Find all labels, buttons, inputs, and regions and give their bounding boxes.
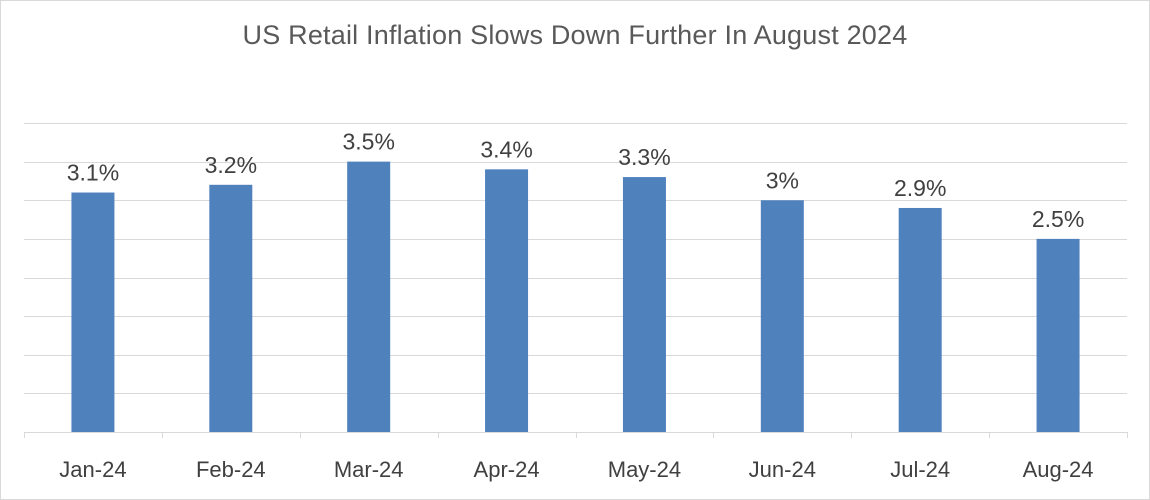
bar-mar-24 [347, 161, 391, 432]
x-tick-label: Feb-24 [196, 457, 266, 482]
x-tick-label: Apr-24 [474, 457, 540, 482]
gridlines [24, 123, 1127, 394]
x-tick-label: Aug-24 [1023, 457, 1094, 482]
bar-aug-24 [1036, 238, 1080, 432]
chart-title: US Retail Inflation Slows Down Further I… [242, 20, 908, 50]
data-labels: 3.1% 3.2% 3.5% 3.4% 3.3% 3% 2.9% 2.5% [67, 129, 1085, 232]
x-tick-label: Jan-24 [59, 457, 126, 482]
bar-jun-24 [760, 200, 804, 432]
data-label: 2.9% [894, 175, 946, 201]
bar-feb-24 [209, 184, 253, 432]
bars [71, 161, 1080, 432]
x-tick-label: May-24 [608, 457, 681, 482]
bar-jan-24 [71, 192, 115, 432]
data-label: 3% [766, 167, 799, 193]
x-axis [24, 432, 1128, 438]
bar-may-24 [622, 177, 666, 432]
data-label: 3.2% [205, 152, 257, 178]
data-label: 2.5% [1032, 206, 1084, 232]
bar-jul-24 [898, 207, 942, 432]
x-tick-label: Jun-24 [749, 457, 816, 482]
x-tick-label: Mar-24 [334, 457, 404, 482]
x-tick-label: Jul-24 [890, 457, 950, 482]
data-label: 3.1% [67, 160, 119, 186]
data-label: 3.3% [618, 144, 670, 170]
data-label: 3.4% [480, 136, 532, 162]
x-tick-labels: Jan-24 Feb-24 Mar-24 Apr-24 May-24 Jun-24 Jul-… [59, 457, 1093, 482]
data-label: 3.5% [342, 129, 394, 155]
bar-apr-24 [485, 169, 529, 432]
